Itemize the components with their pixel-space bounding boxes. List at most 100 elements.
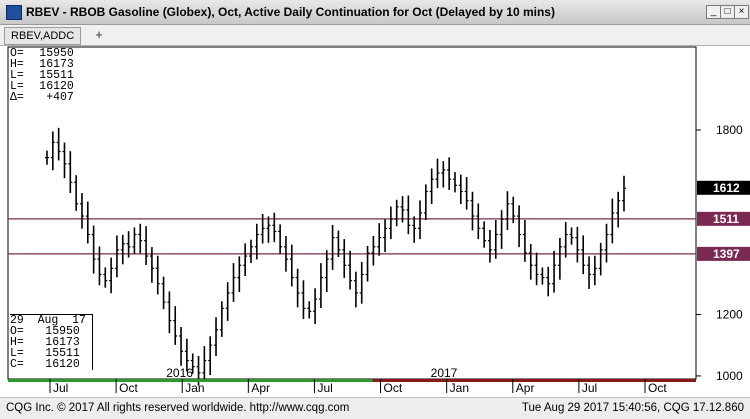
price-bar <box>85 201 90 244</box>
price-bar <box>144 226 149 265</box>
price-bar <box>458 174 463 205</box>
year-label-0: 2016 <box>166 366 193 380</box>
y-tick-label-2: 1800 <box>716 123 743 137</box>
x-tick-label-6: Jan <box>450 381 469 395</box>
price-bar <box>557 237 562 280</box>
price-bar <box>383 219 388 253</box>
price-bar <box>400 196 405 223</box>
price-bar <box>371 236 376 266</box>
price-bar <box>190 353 195 374</box>
price-bar <box>74 175 79 211</box>
x-tick-label-3: Apr <box>251 381 270 395</box>
price-bar <box>563 221 568 258</box>
price-bar <box>260 213 265 244</box>
chart-area[interactable]: 1000 1200 1800 Jul Oct Jan Apr Jul Oct Jan Apr Jul… <box>0 46 750 396</box>
price-bar <box>149 247 154 283</box>
price-bar <box>91 225 96 274</box>
y-tick-label-0: 1000 <box>716 369 743 383</box>
price-bar <box>528 244 533 280</box>
price-bar <box>307 301 312 319</box>
price-bar <box>132 227 137 254</box>
price-bar <box>324 250 329 293</box>
price-bar <box>522 220 527 262</box>
price-bar <box>470 191 475 231</box>
x-tick-label-8: Jul <box>582 381 597 395</box>
price-bar <box>56 127 61 161</box>
x-tick-label-2: Jan <box>185 381 204 395</box>
price-bar <box>97 246 102 286</box>
price-bar <box>476 203 481 240</box>
price-bar <box>231 263 236 302</box>
price-bar <box>295 268 300 308</box>
add-tab-icon[interactable]: + <box>95 27 103 42</box>
price-bar <box>353 271 358 308</box>
price-bar <box>388 206 393 240</box>
price-bar <box>441 161 446 188</box>
price-bar <box>109 257 114 294</box>
minimize-button[interactable]: _ <box>706 5 721 19</box>
window-titlebar: RBEV - RBOB Gasoline (Globex), Oct, Acti… <box>0 0 750 25</box>
price-bar <box>482 221 487 248</box>
price-bar <box>248 239 253 264</box>
price-bar <box>243 243 248 277</box>
axis-stripe-green <box>8 379 696 382</box>
price-chart[interactable]: 1000 1200 1800 Jul Oct Jan Apr Jul Oct Jan Apr Jul… <box>0 46 750 396</box>
axis-stripe-red <box>372 379 696 382</box>
price-bar <box>505 191 510 230</box>
price-bar <box>348 250 353 290</box>
x-tick-label-4: Jul <box>317 381 332 395</box>
price-bar <box>237 256 242 293</box>
price-bar <box>447 157 452 190</box>
price-bar <box>184 338 189 372</box>
x-tick-label-0: Jul <box>53 381 68 395</box>
y-tick-label-1: 1200 <box>716 307 743 321</box>
tab-rbev-addc[interactable]: RBEV,ADDC <box>4 27 82 45</box>
price-bar <box>179 327 184 366</box>
price-bar <box>587 256 592 289</box>
price-bar <box>394 199 399 227</box>
copyright-text: CQG Inc. © 2017 All rights reserved worl… <box>6 402 350 414</box>
x-tick-label-5: Oct <box>384 381 403 395</box>
price-bar <box>301 280 306 320</box>
price-bar <box>540 267 545 285</box>
readout-date: 29 Aug 17 <box>10 314 86 327</box>
price-bar <box>266 216 271 243</box>
price-bar <box>423 184 428 221</box>
price-bar <box>377 223 382 256</box>
level-tag-label-0: 1511 <box>713 212 739 226</box>
price-bar <box>289 244 294 287</box>
close-button[interactable]: × <box>734 5 749 19</box>
timestamp-status: Tue Aug 29 2017 15:40:56, CQG 17.12.860 <box>521 402 744 414</box>
level-tag-1 <box>697 246 750 261</box>
price-bar <box>219 301 224 337</box>
price-bar <box>412 216 417 243</box>
maximize-button[interactable]: □ <box>720 5 735 19</box>
window-title: RBEV - RBOB Gasoline (Globex), Oct, Acti… <box>26 5 555 19</box>
price-bar <box>581 235 586 275</box>
plot-frame <box>7 46 697 380</box>
price-bar <box>499 210 504 249</box>
price-bar <box>120 234 125 265</box>
x-tick-label-1: Oct <box>119 381 138 395</box>
top-ohlc-readout: O= 15950 H= 16173 L= 15511 L= 16120 Δ= +407 <box>10 48 82 103</box>
price-bar <box>622 175 626 212</box>
last-price-tag <box>697 180 750 195</box>
price-bar <box>214 317 219 356</box>
price-bar <box>435 158 440 189</box>
price-bar <box>155 255 160 295</box>
x-tick-label-7: Apr <box>516 381 535 395</box>
price-bar <box>517 205 522 248</box>
price-bar <box>365 245 370 282</box>
price-bar <box>208 336 213 376</box>
price-bar <box>45 150 49 165</box>
price-bar <box>598 242 603 276</box>
price-bar <box>126 231 131 258</box>
price-bar <box>464 177 469 210</box>
price-bar <box>161 276 166 310</box>
year-label-1: 2017 <box>431 366 458 380</box>
price-bar <box>429 168 434 205</box>
price-bar <box>610 198 615 244</box>
price-bar <box>487 229 492 263</box>
x-tick-label-9: Oct <box>648 381 667 395</box>
price-bar <box>225 282 230 321</box>
